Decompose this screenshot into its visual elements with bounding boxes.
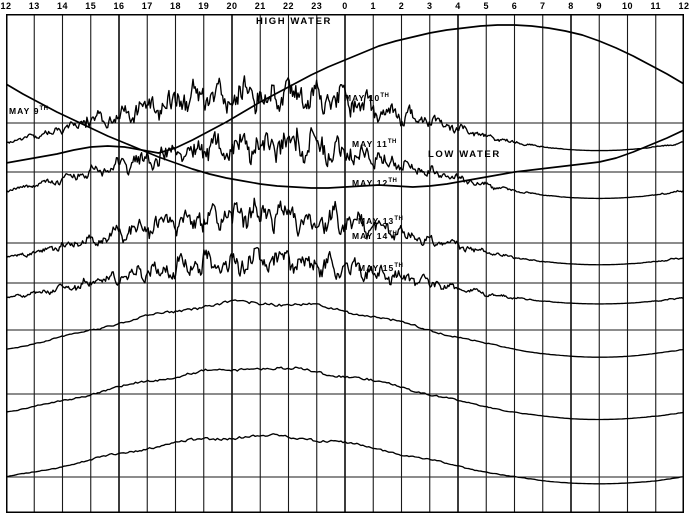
x-tick-17: 5: [483, 1, 490, 11]
x-tick-20: 8: [568, 1, 574, 11]
x-axis-tick-labels: 12 13 14 15 16 17 18 19 20 21 22 23 0 1 2 3 4 5 6 7 8 9 10 11 12: [0, 0, 692, 14]
x-tick-7: 19: [198, 1, 210, 11]
annotation-may-9: MAY 9TH: [9, 105, 48, 116]
trace-tide-curve-continuation: [6, 83, 684, 189]
ordinal-suffix: TH: [380, 93, 390, 99]
x-tick-10: 22: [282, 1, 295, 11]
x-tick-0: 12: [0, 1, 12, 11]
ordinal-suffix: TH: [39, 106, 49, 112]
x-tick-5: 17: [141, 1, 153, 11]
x-tick-8: 20: [226, 1, 238, 11]
annotation-may-10-text: MAY 10: [344, 92, 381, 103]
x-tick-22: 10: [621, 1, 634, 11]
trace-tide-curve-smooth: [6, 24, 684, 164]
trace-trace-may-12: [6, 247, 684, 305]
annotation-low-water: LOW WATER: [428, 149, 501, 160]
annotation-may-11-text: MAY 11: [352, 138, 388, 149]
trace-trace-may-9: [6, 75, 684, 152]
x-tick-4: 16: [113, 1, 125, 11]
x-tick-1: 13: [28, 1, 40, 11]
x-tick-24: 12: [678, 1, 690, 11]
annotation-low-water-text: LOW WATER: [428, 149, 501, 160]
annotation-high-water-text: HIGH WATER: [256, 16, 332, 27]
annotation-may-13-text: MAY 13: [358, 215, 395, 226]
trace-trace-may-14: [6, 366, 684, 421]
trace-trace-may-10: [6, 127, 684, 200]
ordinal-suffix: TH: [388, 178, 398, 184]
x-tick-15: 3: [426, 1, 433, 11]
annotation-may-14-text: MAY 14: [352, 230, 389, 241]
x-tick-3: 15: [85, 1, 97, 11]
annotation-may-15-text: MAY 15: [358, 262, 395, 273]
annotation-may-12-text: MAY 12: [352, 177, 389, 188]
trace-trace-may-11: [6, 197, 684, 266]
ordinal-suffix: TH: [387, 139, 397, 145]
annotation-may-9-text: MAY 9: [9, 105, 40, 116]
plot-border: [6, 14, 684, 513]
ordinal-suffix: TH: [388, 231, 398, 237]
x-tick-21: 9: [596, 1, 603, 11]
x-tick-16: 4: [455, 1, 461, 11]
trace-trace-may-15: [6, 433, 684, 485]
plot-area: [6, 14, 684, 513]
x-tick-23: 11: [650, 1, 662, 11]
annotation-may-12: MAY 12TH: [352, 177, 397, 188]
x-tick-2: 14: [56, 1, 69, 11]
annotation-high-water: HIGH WATER: [256, 16, 332, 27]
ordinal-suffix: TH: [394, 216, 404, 222]
annotation-may-13: MAY 13TH: [358, 215, 403, 226]
annotation-may-11: MAY 11TH: [352, 138, 397, 149]
x-tick-18: 6: [511, 1, 518, 11]
annotation-may-14: MAY 14TH: [352, 230, 397, 241]
x-tick-13: 1: [370, 1, 377, 11]
x-tick-12: 0: [342, 1, 348, 11]
annotation-may-10: MAY 10TH: [344, 92, 389, 103]
ordinal-suffix: TH: [394, 263, 404, 269]
data-traces: [6, 24, 684, 485]
x-tick-11: 23: [311, 1, 323, 11]
x-tick-6: 18: [169, 1, 182, 11]
x-tick-9: 21: [254, 1, 266, 11]
x-tick-19: 7: [539, 1, 546, 11]
x-tick-14: 2: [398, 1, 405, 11]
annotation-may-15: MAY 15TH: [358, 262, 403, 273]
trace-trace-may-13: [6, 299, 684, 358]
chart-canvas: [6, 14, 684, 513]
